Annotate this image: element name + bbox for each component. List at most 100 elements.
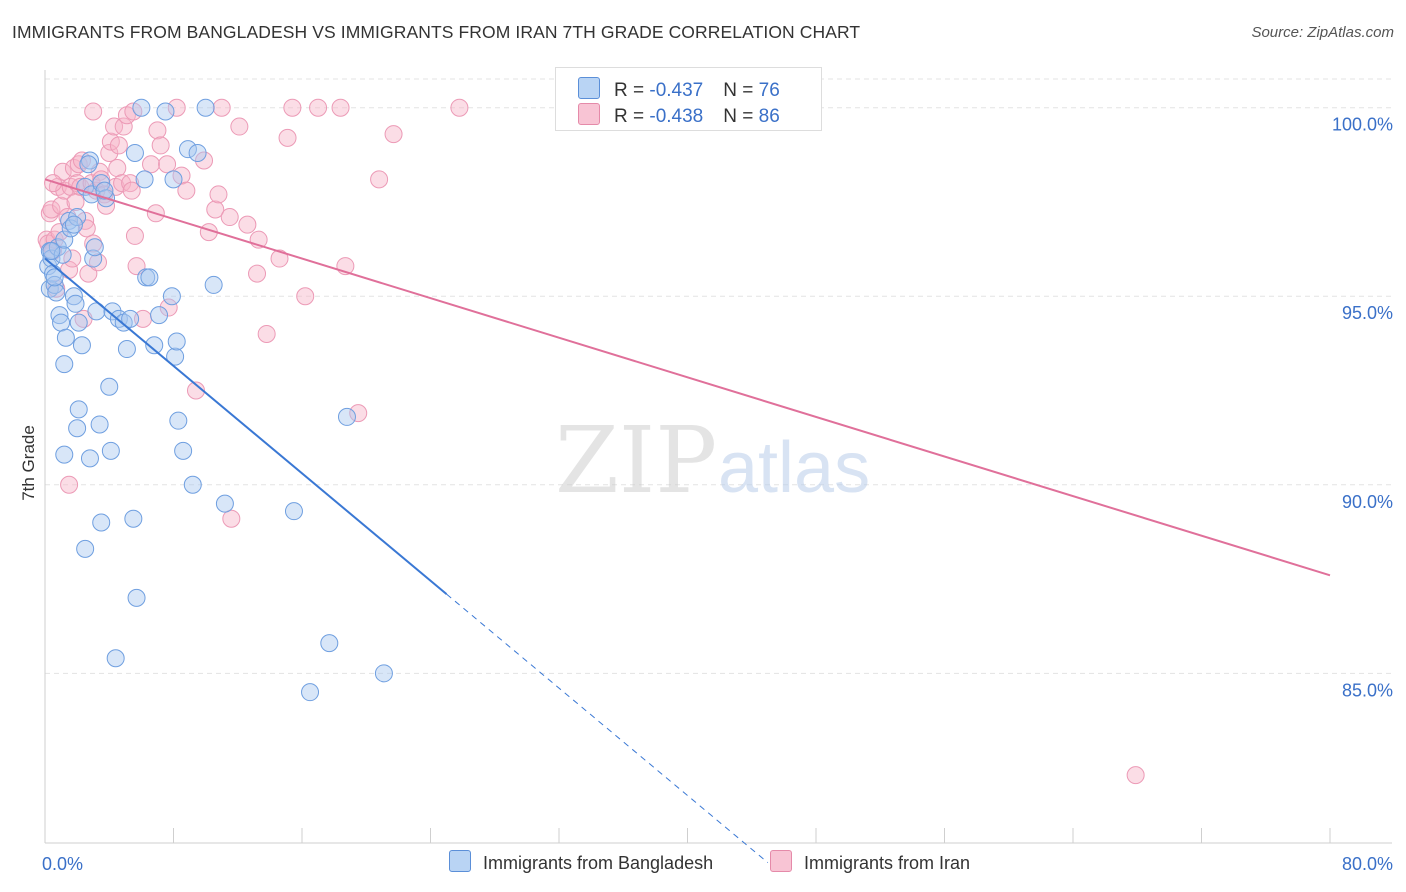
bangladesh-point xyxy=(284,502,303,521)
bangladesh-point xyxy=(135,170,154,189)
iran-point xyxy=(450,98,469,117)
bangladesh-point xyxy=(69,313,88,332)
iran-point xyxy=(296,287,315,306)
bangladesh-point xyxy=(53,245,72,264)
legend-n-label: N = xyxy=(723,80,759,101)
bangladesh-point xyxy=(124,509,143,528)
bangladesh-point xyxy=(68,419,87,438)
bangladesh-point xyxy=(164,170,183,189)
bangladesh-point xyxy=(85,238,104,257)
iran-point xyxy=(331,98,350,117)
bangladesh-point xyxy=(55,445,74,464)
iran-point xyxy=(270,249,289,268)
bangladesh-point xyxy=(178,140,197,159)
iran-point xyxy=(167,98,186,117)
iran-point xyxy=(220,208,239,227)
bangladesh-point xyxy=(374,664,393,683)
bangladesh-point xyxy=(101,441,120,460)
bangladesh-point xyxy=(121,309,140,328)
chart-title: IMMIGRANTS FROM BANGLADESH VS IMMIGRANTS… xyxy=(12,22,861,42)
bangladesh-point xyxy=(55,355,74,374)
bangladesh-point xyxy=(90,415,109,434)
iran-point xyxy=(206,200,225,219)
iran-point xyxy=(114,117,133,136)
iran-point xyxy=(122,181,141,200)
bangladesh-point xyxy=(76,539,95,558)
bangladesh-point xyxy=(103,302,122,321)
iran-point xyxy=(278,128,297,147)
iran-point xyxy=(148,121,167,140)
iran-point xyxy=(151,136,170,155)
bangladesh-trend-extension xyxy=(446,593,769,863)
bangladesh-point xyxy=(150,306,169,325)
iran-point xyxy=(100,143,119,162)
legend-n-value: 76 xyxy=(758,80,780,101)
iran-point xyxy=(158,155,177,174)
legend-r-value: -0.438 xyxy=(649,106,704,127)
bangladesh-point xyxy=(87,302,106,321)
bangladesh-point xyxy=(47,283,66,302)
bangladesh-point xyxy=(140,268,159,287)
watermark-atlas: atlas xyxy=(718,428,870,508)
bangladesh-point xyxy=(55,230,74,249)
watermark-zip: ZIP xyxy=(555,407,717,514)
y-axis-label: 7th Grade xyxy=(19,425,38,501)
bangladesh-point xyxy=(100,377,119,396)
bottom-legend-label: Immigrants from Bangladesh xyxy=(483,853,714,873)
bangladesh-point xyxy=(42,241,61,260)
iran-point xyxy=(105,117,124,136)
bangladesh-point xyxy=(174,441,193,460)
iran-point xyxy=(257,324,276,343)
bangladesh-point xyxy=(69,400,88,419)
legend-swatch-iran xyxy=(578,103,600,125)
bangladesh-point xyxy=(301,683,320,702)
iran-point xyxy=(44,174,63,193)
bangladesh-point xyxy=(196,98,215,117)
iran-point xyxy=(159,298,178,317)
bangladesh-point xyxy=(56,328,75,347)
bangladesh-point xyxy=(106,649,125,668)
legend-n-value: 86 xyxy=(758,106,780,127)
bangladesh-point xyxy=(79,155,98,174)
axes xyxy=(44,70,1392,844)
bangladesh-point xyxy=(215,494,234,513)
iran-point xyxy=(84,102,103,121)
iran-point xyxy=(42,200,61,219)
iran-point xyxy=(283,98,302,117)
legend-row-iran: R = -0.438 N = 86 xyxy=(578,103,780,127)
legend-r-label: R = xyxy=(614,80,650,101)
trend-lines xyxy=(44,178,1331,863)
source-label: Source: ZipAtlas.com xyxy=(1251,24,1394,41)
bangladesh-point xyxy=(337,407,356,426)
legend-swatch-bangladesh xyxy=(578,77,600,99)
iran-point xyxy=(209,185,228,204)
bangladesh-point xyxy=(162,287,181,306)
bangladesh-point xyxy=(156,102,175,121)
bangladesh-trend-line xyxy=(44,257,448,595)
bangladesh-point xyxy=(95,181,114,200)
bangladesh-point xyxy=(80,449,99,468)
bottom-legend-swatch-bangladesh xyxy=(449,850,471,872)
bottom-legend-iran: Immigrants from Iran xyxy=(770,850,970,874)
bangladesh-point xyxy=(72,336,91,355)
stats-legend: R = -0.437 N = 76 R = -0.438 N = 86 xyxy=(555,67,822,131)
iran-point xyxy=(230,117,249,136)
bangladesh-point xyxy=(52,313,71,332)
bangladesh-point xyxy=(132,98,151,117)
iran-point xyxy=(60,475,79,494)
iran-point xyxy=(1126,766,1145,785)
iran-point xyxy=(177,181,196,200)
bangladesh-point xyxy=(66,294,85,313)
iran-point xyxy=(195,151,214,170)
tick-labels: 85.0% 90.0% 95.0% 100.0% 0.0% 80.0% xyxy=(42,115,1393,874)
bangladesh-point xyxy=(127,588,146,607)
bangladesh-point xyxy=(117,340,136,359)
bangladesh-point xyxy=(45,275,64,294)
bottom-legend-swatch-iran xyxy=(770,850,792,872)
watermark: ZIP atlas xyxy=(555,407,870,514)
iran-point xyxy=(142,155,161,174)
y-tick-label: 90.0% xyxy=(1342,492,1393,512)
iran-point xyxy=(212,98,231,117)
iran-point xyxy=(63,249,82,268)
bangladesh-point xyxy=(167,332,186,351)
